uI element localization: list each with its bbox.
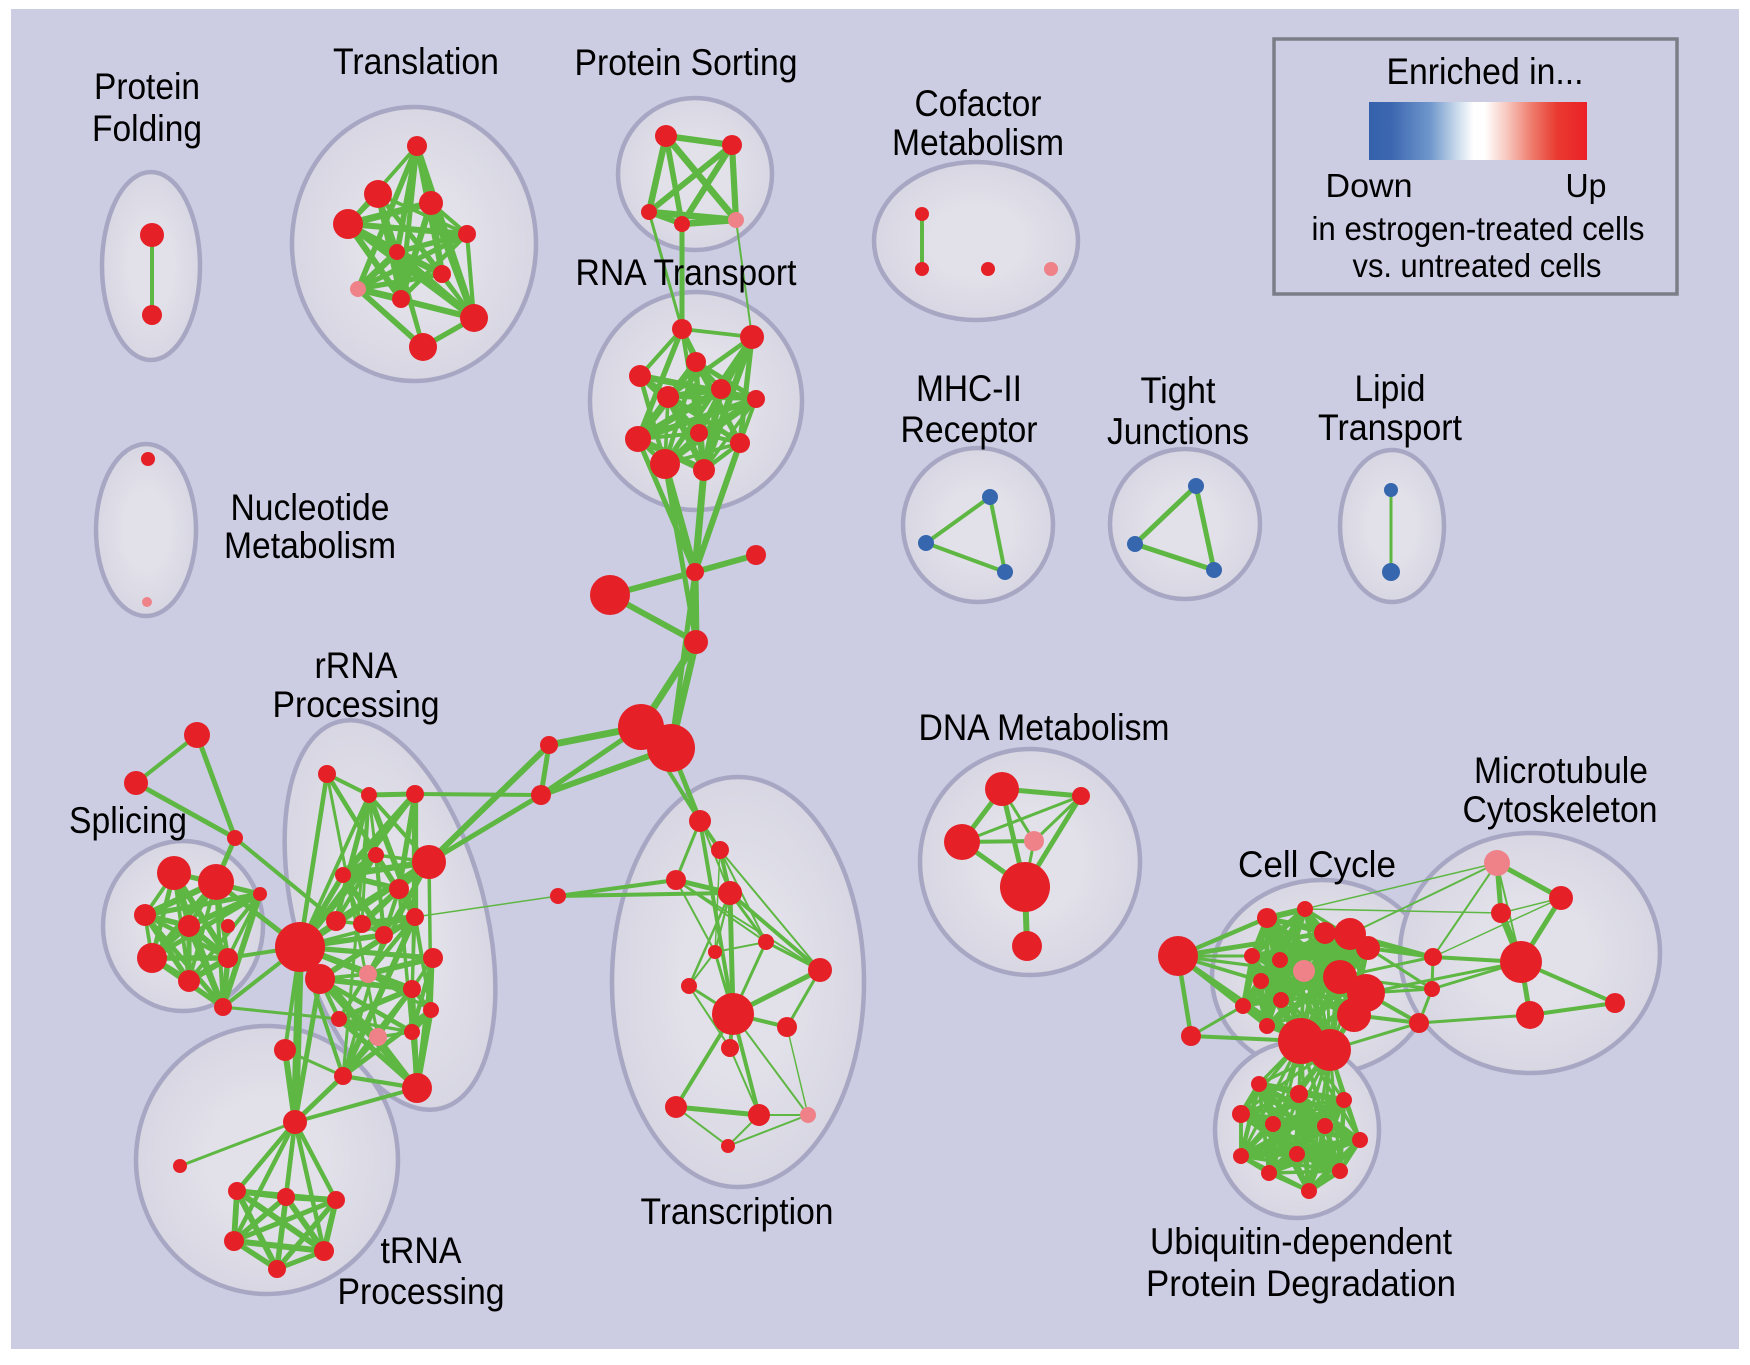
svg-text:in estrogen-treated cells: in estrogen-treated cells (1312, 210, 1645, 247)
svg-text:Enriched in...: Enriched in... (1387, 51, 1584, 92)
svg-text:Translation: Translation (333, 41, 499, 82)
svg-text:Splicing: Splicing (69, 800, 187, 841)
svg-text:tRNA: tRNA (381, 1230, 462, 1271)
svg-text:Junctions: Junctions (1107, 411, 1249, 452)
svg-text:Processing: Processing (338, 1271, 505, 1312)
svg-text:Cofactor: Cofactor (915, 83, 1042, 124)
svg-text:Protein: Protein (94, 66, 200, 107)
svg-text:Protein Degradation: Protein Degradation (1146, 1263, 1456, 1304)
svg-text:DNA Metabolism: DNA Metabolism (919, 707, 1170, 748)
svg-text:rRNA: rRNA (315, 645, 398, 686)
svg-text:Cytoskeleton: Cytoskeleton (1463, 789, 1658, 830)
svg-text:Tight: Tight (1141, 370, 1217, 411)
svg-text:Up: Up (1566, 167, 1607, 204)
svg-text:Ubiquitin-dependent: Ubiquitin-dependent (1150, 1221, 1453, 1262)
svg-text:Receptor: Receptor (901, 409, 1038, 450)
svg-text:Nucleotide: Nucleotide (231, 487, 390, 528)
svg-text:RNA Transport: RNA Transport (576, 252, 798, 293)
svg-text:Transcription: Transcription (641, 1191, 834, 1232)
svg-text:Transport: Transport (1318, 407, 1463, 448)
svg-text:Metabolism: Metabolism (224, 525, 396, 566)
svg-text:MHC-II: MHC-II (916, 368, 1022, 409)
svg-text:Down: Down (1326, 167, 1413, 204)
svg-text:Cell Cycle: Cell Cycle (1238, 844, 1396, 885)
svg-text:Processing: Processing (273, 684, 440, 725)
svg-text:Microtubule: Microtubule (1474, 750, 1648, 791)
svg-text:Metabolism: Metabolism (892, 122, 1064, 163)
svg-text:vs. untreated cells: vs. untreated cells (1353, 247, 1602, 284)
svg-text:Folding: Folding (92, 108, 202, 149)
svg-text:Lipid: Lipid (1355, 368, 1426, 409)
svg-text:Protein Sorting: Protein Sorting (575, 42, 798, 83)
